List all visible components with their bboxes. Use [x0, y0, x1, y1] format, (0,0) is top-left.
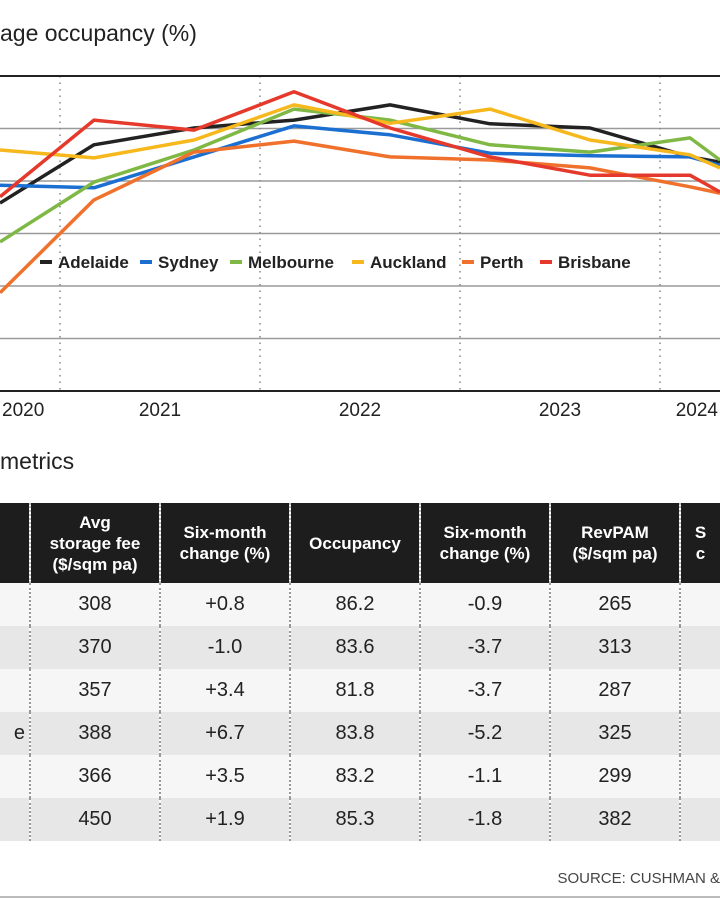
table-cell: -0.9: [419, 583, 550, 626]
legend-label: Auckland: [370, 253, 447, 272]
column-header: Six-month change (%): [159, 503, 290, 583]
x-tick-label: 2020: [2, 400, 44, 421]
table-row: 370 -1.0 83.6 -3.7 313: [0, 626, 720, 669]
table-title: metrics: [0, 448, 75, 474]
row-label: [0, 626, 30, 669]
x-tick-label: 2024: [676, 400, 719, 421]
table-cell: 388: [29, 712, 160, 755]
column-header: S c: [679, 503, 720, 583]
row-label: [0, 583, 30, 626]
table-cell: -5.2: [419, 712, 550, 755]
table-cell: 370: [29, 626, 160, 669]
legend-label: Perth: [480, 253, 523, 272]
table-row: e 388 +6.7 83.8 -5.2 325: [0, 712, 720, 755]
table-cell: -1.8: [419, 798, 550, 841]
table-row: 450 +1.9 85.3 -1.8 382: [0, 798, 720, 841]
occupancy-line-chart: 2020 2021 2022 2023 2024 Adelaide Sydney Melbou…: [0, 75, 720, 421]
table-cell: [679, 755, 720, 798]
table-cell: 81.8: [289, 669, 420, 712]
table-cell: 83.6: [289, 626, 420, 669]
table-cell: 325: [549, 712, 680, 755]
table-cell: [679, 712, 720, 755]
chart-title: age occupancy (%): [0, 20, 197, 46]
x-tick-label: 2022: [339, 400, 381, 421]
table-cell: 86.2: [289, 583, 420, 626]
table-cell: 287: [549, 669, 680, 712]
series-line-melbourne: [0, 107, 720, 244]
column-header: Six-month change (%): [419, 503, 550, 583]
x-tick-label: 2023: [539, 400, 581, 421]
column-header: Avg storage fee ($/sqm pa): [29, 503, 160, 583]
legend-label: Melbourne: [248, 253, 334, 272]
table-cell: [679, 626, 720, 669]
row-label: e: [0, 712, 30, 755]
table-cell: 83.8: [289, 712, 420, 755]
table-cell: 85.3: [289, 798, 420, 841]
row-label: [0, 755, 30, 798]
table-cell: +6.7: [159, 712, 290, 755]
series-line-auckland: [0, 103, 720, 170]
table-cell: [679, 669, 720, 712]
table-cell: 299: [549, 755, 680, 798]
row-label: [0, 669, 30, 712]
table-cell: -3.7: [419, 626, 550, 669]
table-cell: [679, 583, 720, 626]
table-row: 308 +0.8 86.2 -0.9 265: [0, 583, 720, 626]
metrics-table: Avg storage fee ($/sqm pa) Six-month chan…: [0, 503, 720, 841]
table-cell: -1.1: [419, 755, 550, 798]
legend-label: Brisbane: [558, 253, 631, 272]
legend-label: Sydney: [158, 253, 219, 272]
divider: [0, 896, 720, 898]
table-cell: 366: [29, 755, 160, 798]
table-cell: 83.2: [289, 755, 420, 798]
table-cell: +0.8: [159, 583, 290, 626]
table-cell: +3.4: [159, 669, 290, 712]
table-header-row: Avg storage fee ($/sqm pa) Six-month chan…: [0, 503, 720, 583]
table-cell: [679, 798, 720, 841]
series-line-brisbane: [0, 90, 720, 199]
table-cell: -3.7: [419, 669, 550, 712]
table-cell: 357: [29, 669, 160, 712]
row-label: [0, 798, 30, 841]
table-cell: -1.0: [159, 626, 290, 669]
table-cell: 382: [549, 798, 680, 841]
column-header: [0, 503, 30, 583]
table-cell: 265: [549, 583, 680, 626]
table-row: 366 +3.5 83.2 -1.1 299: [0, 755, 720, 798]
table-cell: 450: [29, 798, 160, 841]
x-tick-label: 2021: [139, 400, 181, 421]
source-note: SOURCE: CUSHMAN &: [557, 870, 720, 887]
table-cell: 313: [549, 626, 680, 669]
table-cell: 308: [29, 583, 160, 626]
column-header: Occupancy: [289, 503, 420, 583]
table-cell: +3.5: [159, 755, 290, 798]
series-line-sydney: [0, 124, 720, 190]
series-line-adelaide: [0, 103, 720, 205]
legend-label: Adelaide: [58, 253, 129, 272]
table-row: 357 +3.4 81.8 -3.7 287: [0, 669, 720, 712]
series-line-perth: [0, 139, 720, 295]
column-header: RevPAM ($/sqm pa): [549, 503, 680, 583]
table-cell: +1.9: [159, 798, 290, 841]
